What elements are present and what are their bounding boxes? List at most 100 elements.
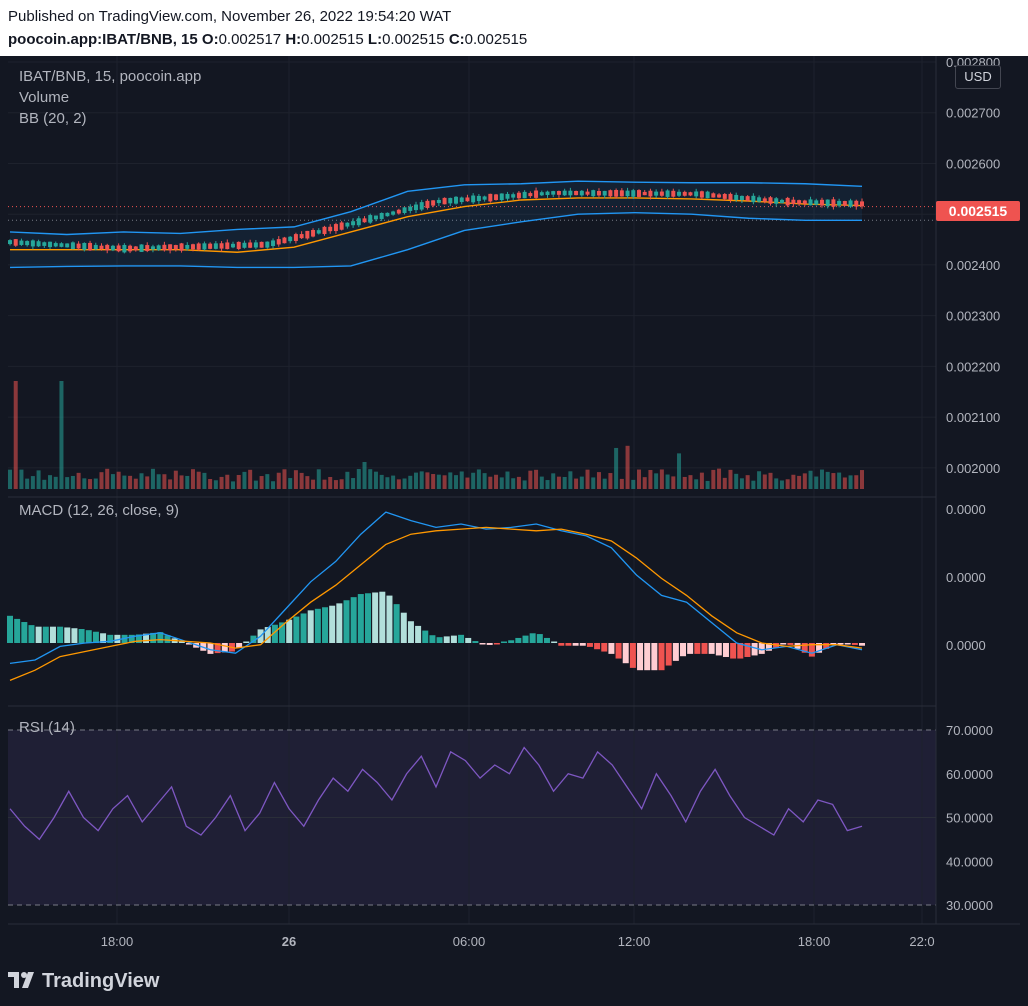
candle-body bbox=[528, 193, 533, 197]
macd-legend[interactable]: MACD (12, 26, close, 9) bbox=[19, 502, 180, 519]
volume-bar bbox=[454, 475, 459, 489]
price-axis-label: 0.002400 bbox=[946, 258, 1000, 273]
macd-histogram-bar bbox=[558, 643, 565, 646]
candle-body bbox=[19, 240, 24, 245]
macd-histogram-bar bbox=[178, 641, 185, 643]
candle-body bbox=[259, 241, 264, 248]
candle-body bbox=[579, 190, 584, 196]
volume-bar bbox=[53, 476, 58, 489]
volume-bar bbox=[339, 479, 344, 489]
macd-histogram-bar bbox=[157, 632, 164, 643]
volume-bar bbox=[8, 469, 12, 489]
candle-body bbox=[511, 194, 516, 198]
candle-body bbox=[688, 192, 693, 196]
macd-histogram-bar bbox=[529, 633, 536, 643]
candle-body bbox=[196, 243, 201, 250]
candle-body bbox=[253, 242, 258, 248]
candle-body bbox=[619, 190, 624, 197]
macd-histogram-bar bbox=[243, 641, 250, 643]
volume-bar bbox=[602, 478, 607, 489]
volume-bar bbox=[448, 472, 453, 489]
candle-body bbox=[717, 194, 722, 198]
volume-bar bbox=[30, 476, 35, 489]
candle-body bbox=[448, 197, 453, 204]
macd-histogram-bar bbox=[801, 643, 808, 653]
volume-bar bbox=[25, 478, 30, 489]
volume-bar bbox=[271, 481, 276, 489]
candle-body bbox=[396, 209, 401, 214]
macd-histogram-bar bbox=[808, 643, 815, 657]
candle-body bbox=[797, 200, 802, 204]
bb-upper-line bbox=[9, 180, 863, 236]
volume-bar bbox=[93, 478, 98, 489]
candle-body bbox=[282, 237, 287, 244]
bb-legend[interactable]: BB (20, 2) bbox=[19, 110, 87, 127]
candle-body bbox=[82, 242, 87, 250]
chart-canvas[interactable]: 18:00 26 06:00 12:00 18:00 22:00.0028000.0027… bbox=[0, 56, 1028, 960]
candle-body bbox=[842, 201, 847, 206]
volume-bar bbox=[65, 477, 70, 489]
volume-bar bbox=[568, 471, 573, 489]
candle-body bbox=[48, 241, 53, 248]
macd-histogram-bar bbox=[372, 592, 379, 643]
volume-bar bbox=[819, 469, 824, 489]
candle-body bbox=[362, 218, 367, 223]
volume-bar bbox=[739, 478, 744, 489]
macd-histogram-bar bbox=[536, 634, 543, 643]
bb-basis-line bbox=[10, 197, 863, 253]
volume-bar bbox=[522, 480, 527, 489]
volume-bar bbox=[116, 471, 121, 489]
volume-bar bbox=[259, 476, 264, 489]
volume-bar bbox=[574, 478, 579, 489]
candle-body bbox=[596, 190, 601, 196]
volume-bar bbox=[413, 472, 418, 489]
macd-histogram-bar bbox=[680, 643, 687, 657]
macd-histogram-bar bbox=[329, 605, 336, 643]
volume-bar bbox=[293, 470, 298, 489]
macd-histogram-bar bbox=[543, 637, 550, 643]
macd-histogram-bar bbox=[665, 643, 672, 666]
candle-body bbox=[30, 240, 35, 247]
candle-body bbox=[648, 190, 653, 197]
volume-bar bbox=[745, 475, 750, 489]
candle-body bbox=[156, 245, 161, 251]
volume-bar bbox=[373, 471, 378, 489]
macd-histogram-bar bbox=[450, 635, 457, 643]
macd-histogram-bar bbox=[150, 632, 157, 643]
macd-histogram-bar bbox=[687, 643, 694, 654]
volume-bar bbox=[282, 469, 287, 489]
macd-histogram-bar bbox=[644, 643, 651, 671]
candle-body bbox=[631, 190, 636, 197]
candle-body bbox=[373, 215, 378, 220]
macd-histogram-bar bbox=[286, 619, 293, 643]
macd-histogram-bar bbox=[7, 615, 13, 643]
chart-symbol-legend[interactable]: IBAT/BNB, 15, poocoin.app bbox=[19, 68, 202, 85]
volume-bar bbox=[185, 475, 190, 489]
macd-histogram-bar bbox=[851, 643, 858, 645]
candle-body bbox=[99, 245, 104, 250]
volume-bar bbox=[665, 474, 670, 489]
footer bbox=[0, 960, 1028, 1006]
candle-body bbox=[179, 243, 184, 251]
volume-bar bbox=[705, 480, 710, 489]
candle-body bbox=[59, 243, 64, 247]
candle-body bbox=[728, 193, 733, 201]
volume-bar bbox=[768, 472, 773, 489]
macd-histogram-bar bbox=[615, 643, 622, 659]
rsi-legend[interactable]: RSI (14) bbox=[19, 719, 75, 736]
currency-button[interactable]: USD bbox=[955, 65, 1001, 89]
volume-legend[interactable]: Volume bbox=[19, 89, 70, 106]
volume-bar bbox=[551, 473, 556, 489]
candle-body bbox=[276, 239, 281, 245]
volume-bar bbox=[774, 478, 779, 489]
close-value: 0.002515 bbox=[464, 31, 528, 48]
macd-histogram-bar bbox=[221, 643, 228, 653]
macd-histogram-bar bbox=[357, 594, 364, 643]
macd-histogram-bar bbox=[214, 643, 221, 654]
candle-body bbox=[768, 197, 773, 204]
candle-body bbox=[431, 200, 436, 206]
candle-body bbox=[436, 199, 441, 204]
macd-histogram-bar bbox=[486, 643, 493, 645]
macd-histogram-bar bbox=[465, 637, 472, 643]
volume-bar bbox=[677, 453, 682, 489]
